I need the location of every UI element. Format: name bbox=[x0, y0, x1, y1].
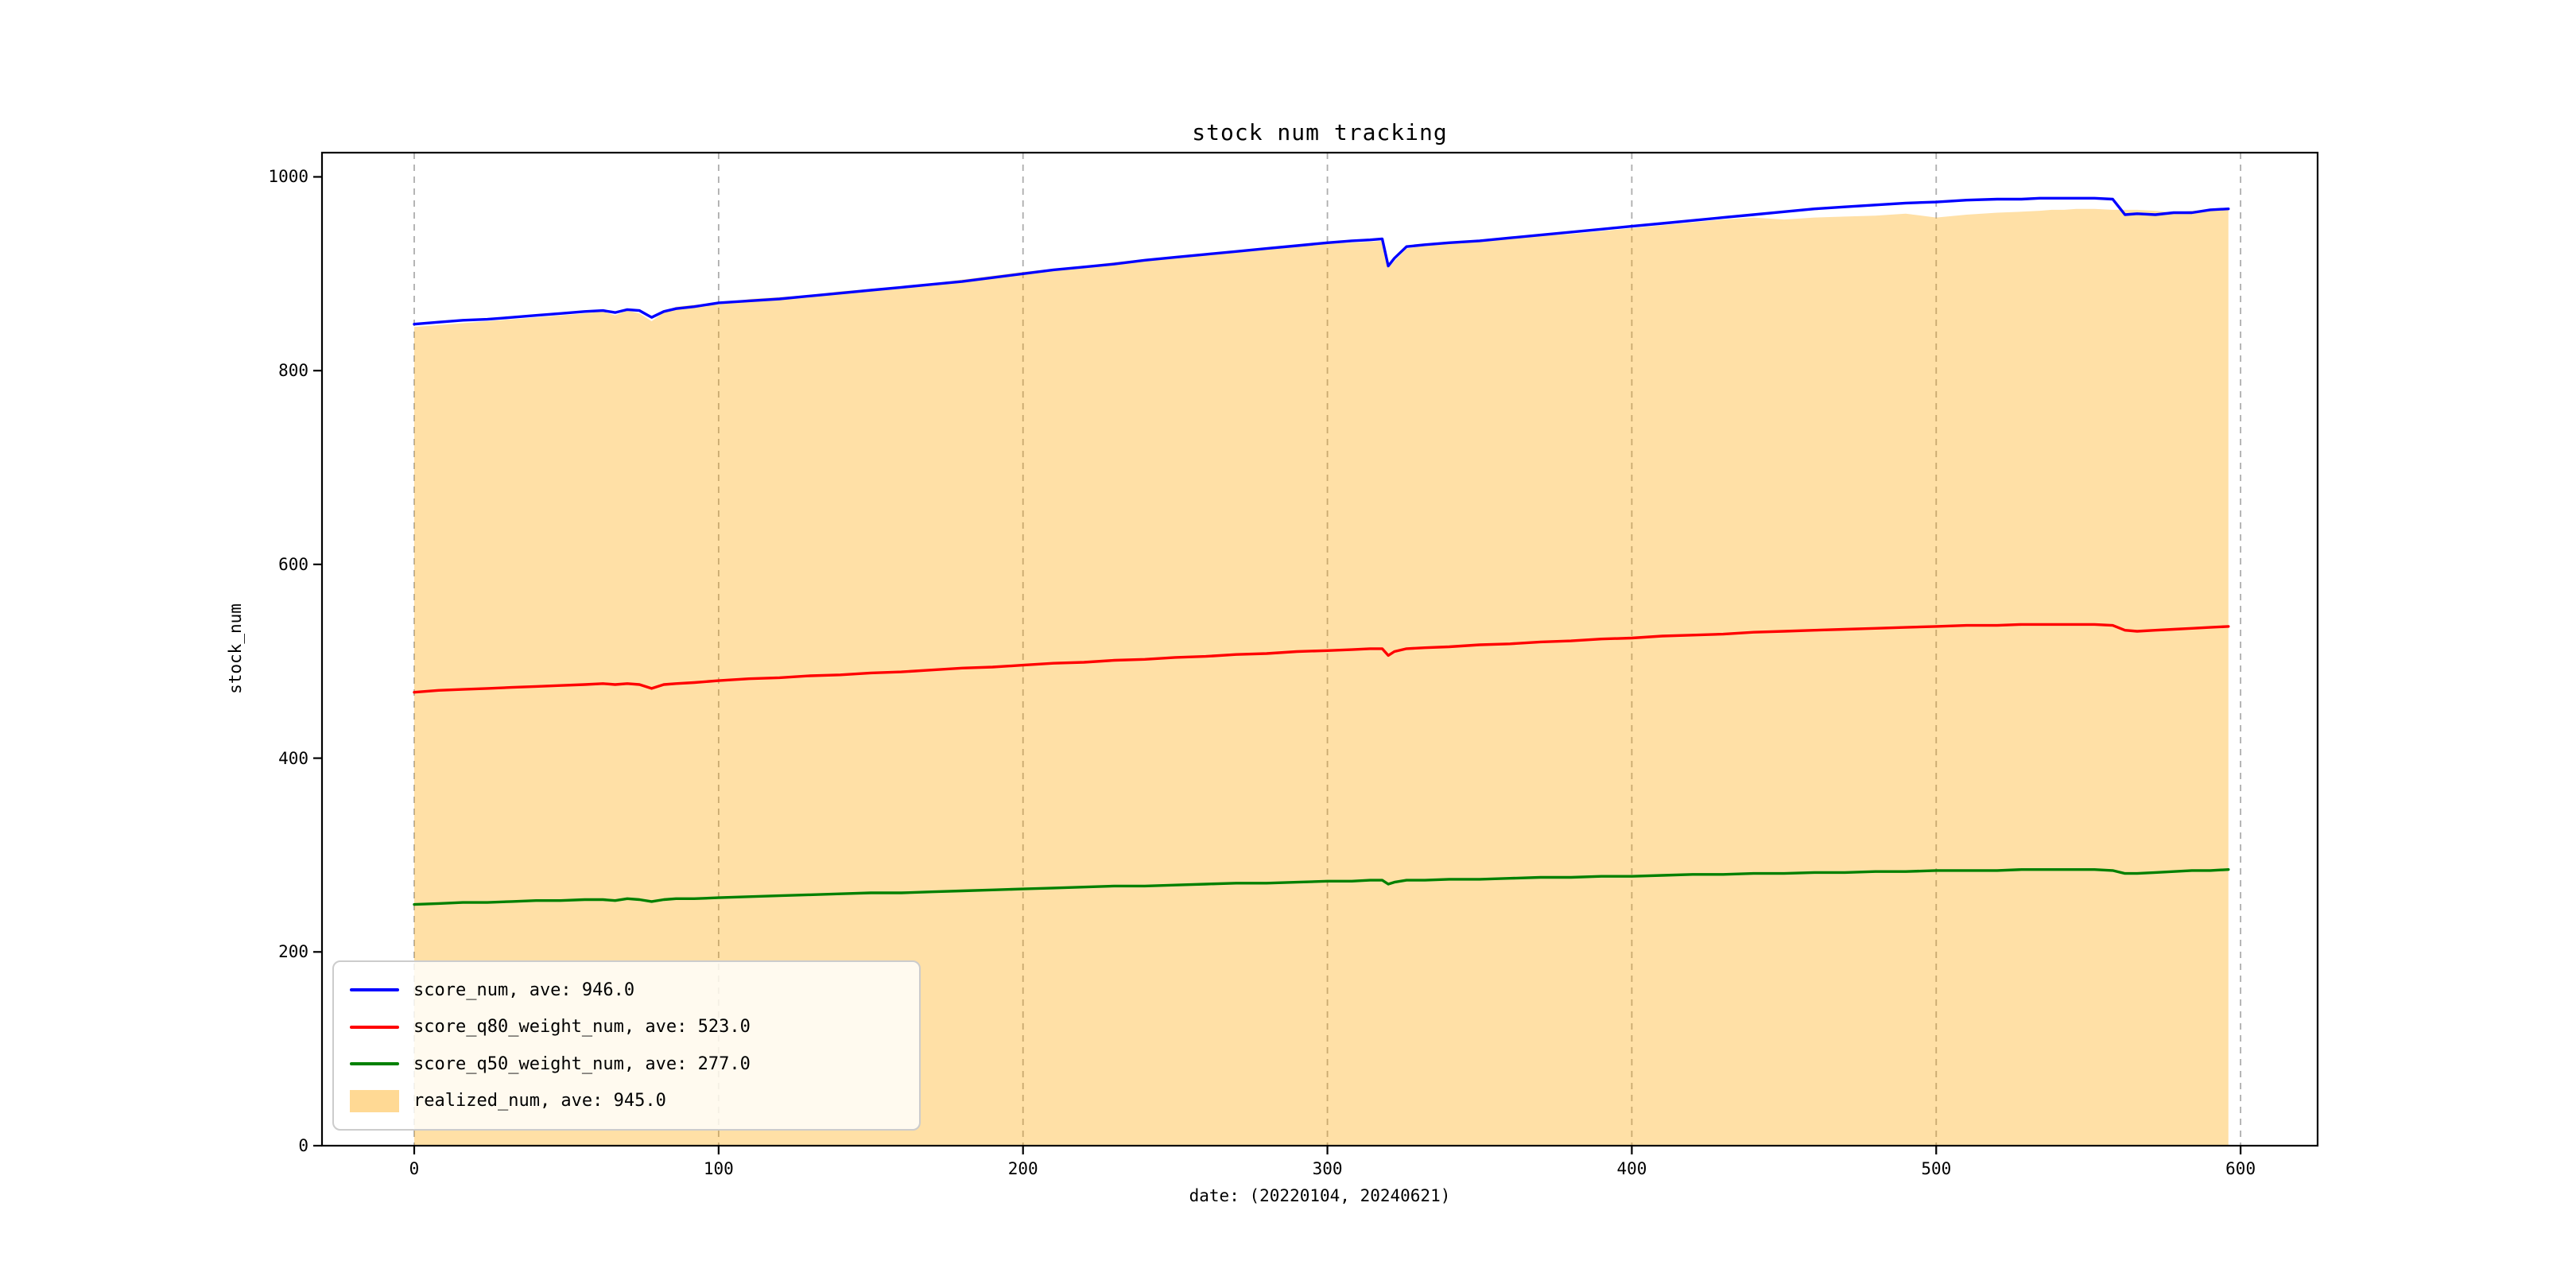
y-tick-label-1000: 1000 bbox=[268, 167, 308, 187]
chart-title: stock num tracking bbox=[1192, 119, 1448, 145]
legend-item-3: realized_num, ave: 945.0 bbox=[345, 1083, 911, 1119]
axis-tick-marks bbox=[313, 176, 2242, 1154]
legend-label: score_num, ave: 946.0 bbox=[413, 980, 635, 1000]
y-tick-label-400: 400 bbox=[278, 748, 308, 768]
legend-line-swatch bbox=[350, 988, 399, 992]
x-tick-label-100: 100 bbox=[703, 1159, 734, 1178]
swatch-color bbox=[350, 1025, 399, 1029]
realized-num-area bbox=[414, 208, 2229, 1146]
y-tick-label-0: 0 bbox=[298, 1136, 308, 1155]
score_q50_weight_num-line bbox=[413, 867, 2230, 906]
y-tick-label-200: 200 bbox=[278, 942, 308, 962]
legend-line-swatch bbox=[350, 1025, 399, 1029]
x-tick-label-300: 300 bbox=[1312, 1159, 1343, 1178]
legend-item-0: score_num, ave: 946.0 bbox=[345, 972, 911, 1008]
x-tick-label-200: 200 bbox=[1007, 1159, 1038, 1178]
y-axis-label: stock_num bbox=[226, 603, 245, 694]
y-tick-label-800: 800 bbox=[278, 361, 308, 381]
legend-item-2: score_q50_weight_num, ave: 277.0 bbox=[345, 1046, 911, 1082]
legend-label: realized_num, ave: 945.0 bbox=[413, 1091, 666, 1111]
axes-spines bbox=[320, 151, 2319, 1147]
realized_num-fill bbox=[414, 208, 2229, 1146]
swatch-color bbox=[350, 1089, 399, 1112]
x-tick-label-500: 500 bbox=[1921, 1159, 1952, 1178]
score_num-line bbox=[413, 196, 2230, 326]
legend-patch-swatch bbox=[350, 1089, 399, 1112]
legend-label: score_q80_weight_num, ave: 523.0 bbox=[413, 1017, 751, 1038]
swatch-color bbox=[350, 1062, 399, 1066]
legend-item-1: score_q80_weight_num, ave: 523.0 bbox=[345, 1009, 911, 1046]
legend-label: score_q50_weight_num, ave: 277.0 bbox=[413, 1053, 751, 1074]
x-tick-label-400: 400 bbox=[1616, 1159, 1647, 1178]
x-tick-label-600: 600 bbox=[2225, 1159, 2256, 1178]
x-axis-label: date: (20220104, 20240621) bbox=[1189, 1186, 1451, 1205]
x-tick-label-0: 0 bbox=[409, 1159, 420, 1178]
y-tick-label-600: 600 bbox=[278, 554, 308, 574]
legend: score_num, ave: 946.0 score_q80_weight_nu… bbox=[332, 960, 921, 1131]
swatch-color bbox=[350, 988, 399, 992]
series-lines bbox=[413, 196, 2230, 906]
plot-border bbox=[320, 151, 2319, 1147]
legend-line-swatch bbox=[350, 1062, 399, 1066]
score_q80_weight_num-line bbox=[413, 623, 2230, 694]
